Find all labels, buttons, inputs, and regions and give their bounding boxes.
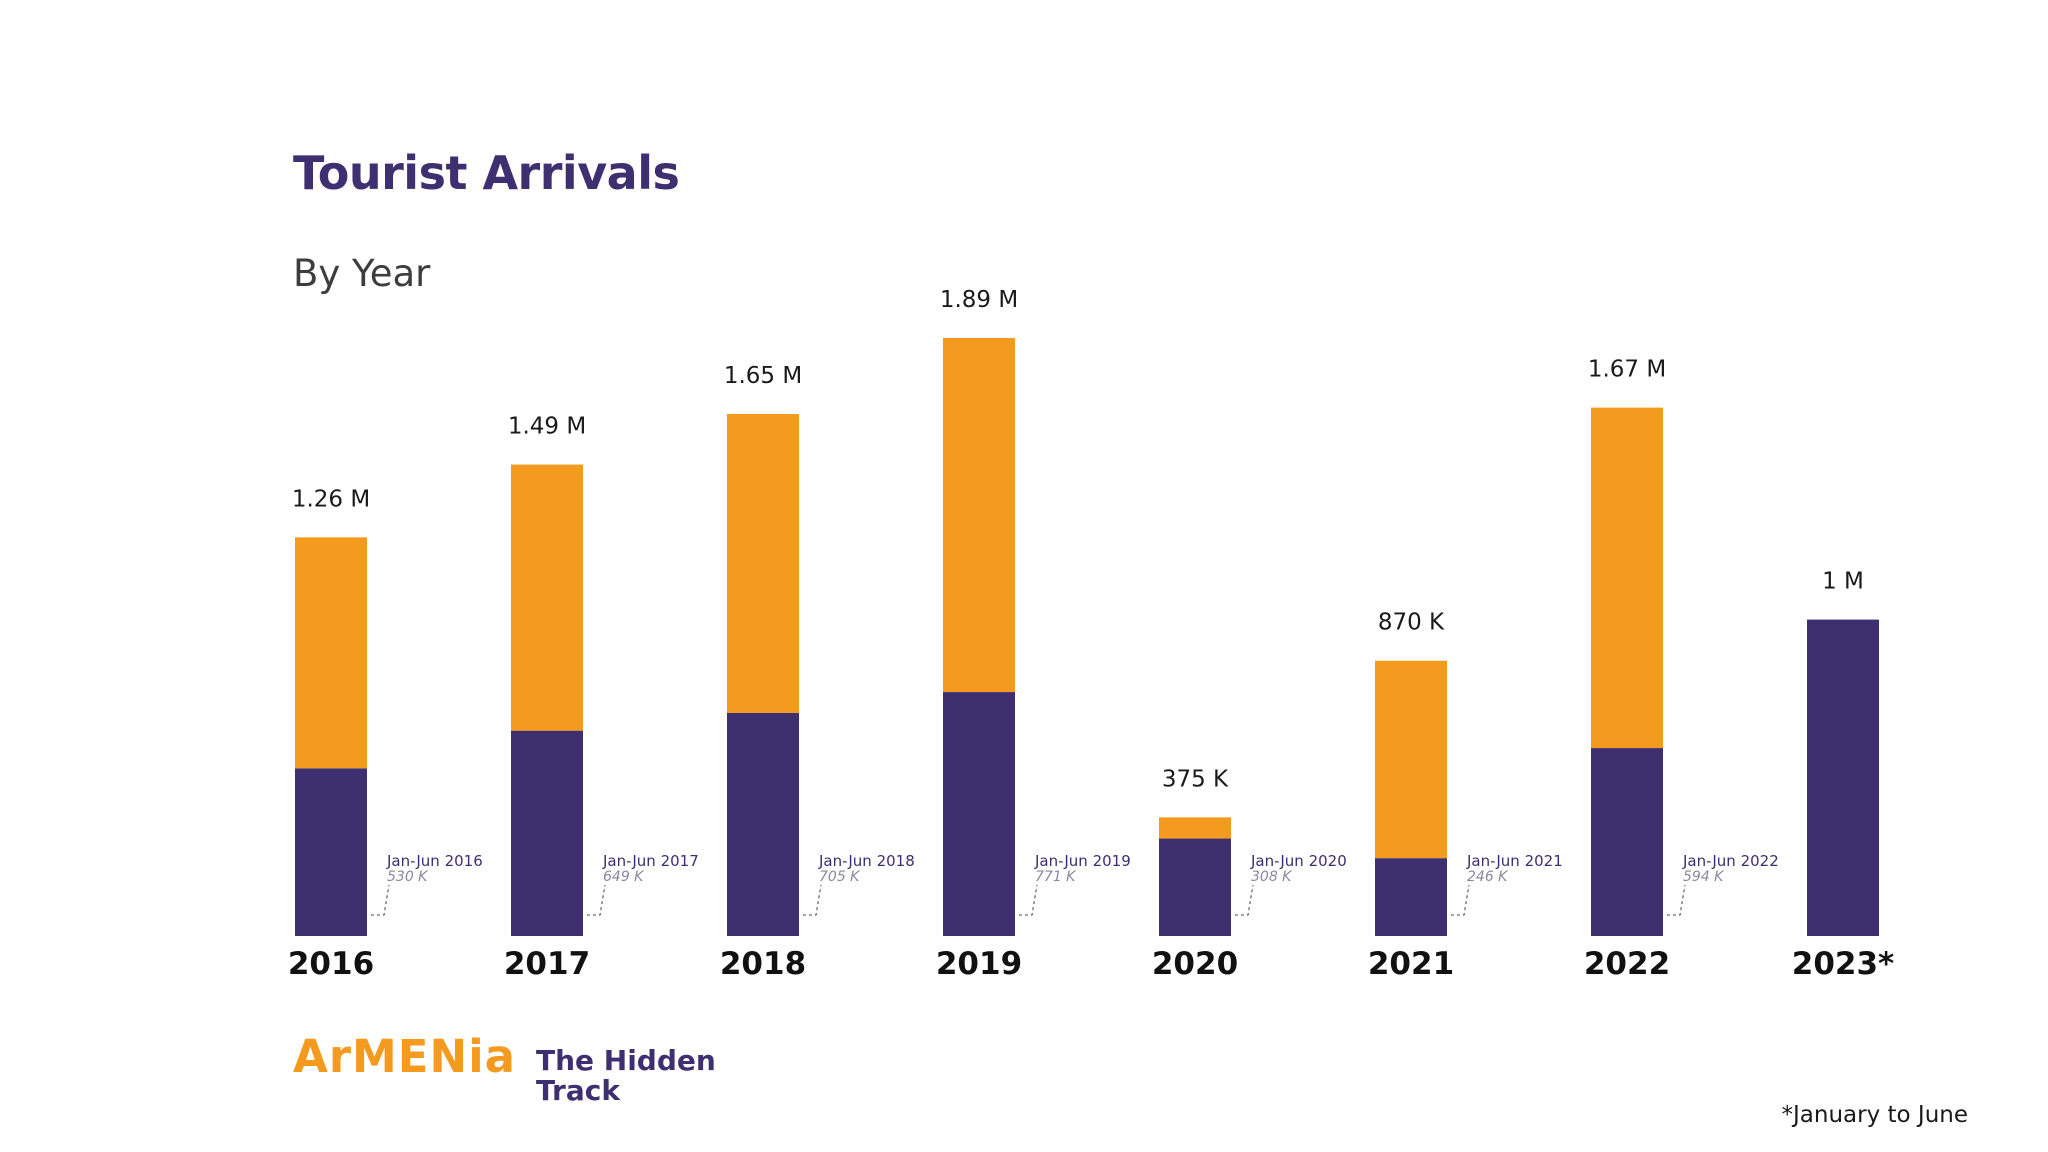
h1-label-4: Jan-Jun 2020 bbox=[1250, 852, 1347, 870]
chart-title: Tourist Arrivals bbox=[293, 146, 680, 200]
h1-value-5: 246 K bbox=[1467, 869, 1509, 885]
leader-line-1 bbox=[587, 884, 606, 916]
bar-jul-dec-0 bbox=[295, 537, 367, 769]
h1-value-3: 771 K bbox=[1035, 869, 1077, 885]
bar-jan-jun-3 bbox=[943, 692, 1015, 936]
year-label-7: 2023* bbox=[1792, 946, 1895, 982]
year-label-6: 2022 bbox=[1584, 946, 1670, 982]
footnote: *January to June bbox=[1781, 1102, 1969, 1128]
bar-jul-dec-2 bbox=[727, 413, 799, 713]
h1-value-1: 649 K bbox=[603, 869, 645, 885]
total-label-0: 1.26 M bbox=[292, 486, 370, 512]
leader-line-0 bbox=[371, 884, 390, 916]
total-label-1: 1.49 M bbox=[508, 414, 586, 440]
bar-jan-jun-2 bbox=[727, 712, 799, 936]
bar-jan-jun-1 bbox=[511, 730, 583, 936]
year-label-5: 2021 bbox=[1368, 946, 1454, 982]
armenia-logo: ArMENia The Hidden Track bbox=[293, 1032, 736, 1106]
logo-wordmark: ArMENia bbox=[293, 1030, 516, 1083]
year-label-3: 2019 bbox=[936, 946, 1022, 982]
total-label-7: 1 M bbox=[1822, 569, 1864, 595]
total-label-5: 870 K bbox=[1378, 610, 1445, 636]
h1-value-6: 594 K bbox=[1683, 869, 1725, 885]
bar-jan-jun-7 bbox=[1807, 619, 1879, 936]
h1-label-3: Jan-Jun 2019 bbox=[1034, 852, 1131, 870]
year-label-1: 2017 bbox=[504, 946, 590, 982]
h1-label-6: Jan-Jun 2022 bbox=[1682, 852, 1779, 870]
year-label-0: 2016 bbox=[288, 946, 374, 982]
leader-line-5 bbox=[1451, 884, 1470, 916]
logo-tagline: The Hidden Track bbox=[536, 1044, 716, 1107]
leader-line-2 bbox=[803, 884, 822, 916]
leader-line-4 bbox=[1235, 884, 1254, 916]
total-label-2: 1.65 M bbox=[724, 363, 802, 389]
h1-label-5: Jan-Jun 2021 bbox=[1466, 852, 1563, 870]
bar-jan-jun-6 bbox=[1591, 748, 1663, 936]
year-label-4: 2020 bbox=[1152, 946, 1238, 982]
bar-jan-jun-5 bbox=[1375, 858, 1447, 936]
total-label-6: 1.67 M bbox=[1588, 357, 1666, 383]
h1-value-2: 705 K bbox=[819, 869, 861, 885]
year-label-2: 2018 bbox=[720, 946, 806, 982]
bar-jul-dec-6 bbox=[1591, 407, 1663, 749]
bar-jul-dec-1 bbox=[511, 464, 583, 731]
bar-jan-jun-0 bbox=[295, 768, 367, 936]
bar-jul-dec-3 bbox=[943, 338, 1015, 693]
total-label-3: 1.89 M bbox=[940, 287, 1018, 313]
bar-jul-dec-4 bbox=[1159, 817, 1231, 839]
bar-jul-dec-5 bbox=[1375, 660, 1447, 859]
h1-value-0: 530 K bbox=[387, 869, 429, 885]
chart-subtitle: By Year bbox=[293, 252, 431, 295]
leader-line-3 bbox=[1019, 884, 1038, 916]
h1-label-2: Jan-Jun 2018 bbox=[818, 852, 915, 870]
h1-label-0: Jan-Jun 2016 bbox=[386, 852, 483, 870]
bar-jan-jun-4 bbox=[1159, 838, 1231, 936]
h1-label-1: Jan-Jun 2017 bbox=[602, 852, 699, 870]
total-label-4: 375 K bbox=[1162, 766, 1229, 792]
h1-value-4: 308 K bbox=[1251, 869, 1293, 885]
leader-line-6 bbox=[1667, 884, 1686, 916]
